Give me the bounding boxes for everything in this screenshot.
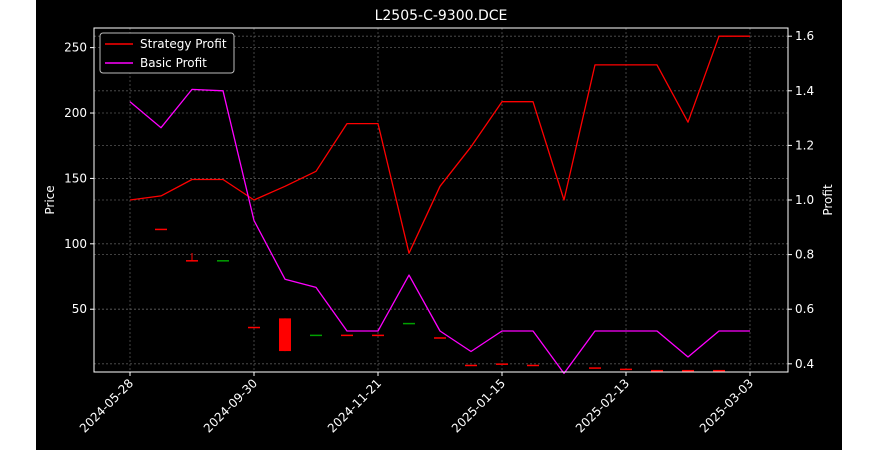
candle-body — [682, 369, 694, 372]
candle-body — [248, 326, 260, 329]
candle-body — [310, 334, 322, 337]
y-right-tick-label: 0.6 — [795, 302, 814, 316]
y-left-label: Price — [43, 185, 57, 214]
y-right-tick-label: 1.2 — [795, 138, 814, 152]
legend: Strategy Profit Basic Profit — [99, 32, 235, 74]
candle-body — [651, 369, 663, 372]
legend-label-basic: Basic Profit — [140, 56, 207, 70]
chart-title: L2505-C-9300.DCE — [375, 8, 508, 24]
legend-label-strategy: Strategy Profit — [140, 37, 227, 51]
x-tick-label: 2025-02-13 — [573, 376, 632, 435]
x-tick-label: 2024-05-28 — [77, 376, 136, 435]
y-left-tick-label: 50 — [72, 302, 87, 316]
legend-box — [99, 32, 235, 74]
candle-body — [155, 228, 167, 231]
y-right-label: Profit — [821, 184, 835, 216]
candle-body — [403, 322, 415, 325]
left-axis: 50 100 150 200 250 — [64, 41, 94, 316]
candle-body — [589, 367, 601, 369]
right-axis: 0.4 0.6 0.8 1.0 1.2 1.4 1.6 — [788, 29, 814, 371]
candle-body — [496, 363, 508, 365]
y-left-tick-label: 200 — [64, 106, 87, 120]
candlestick-series — [155, 228, 725, 372]
y-left-tick-label: 150 — [64, 171, 87, 185]
candle-body — [434, 337, 446, 339]
y-left-tick-label: 100 — [64, 237, 87, 251]
y-left-tick-label: 250 — [64, 41, 87, 55]
candle-body — [527, 364, 539, 367]
candle-body — [372, 334, 384, 337]
x-tick-label: 2024-09-30 — [201, 376, 260, 435]
x-tick-label: 2025-01-15 — [449, 376, 508, 435]
chart-figure: 50 100 150 200 250 0.4 0.6 0.8 1.0 1.2 1.4 1.6 202… — [36, 0, 842, 450]
y-right-tick-label: 0.8 — [795, 248, 814, 262]
y-right-tick-label: 1.0 — [795, 193, 814, 207]
grid-lines — [94, 28, 788, 372]
candle-body — [341, 334, 353, 337]
chart-svg: 50 100 150 200 250 0.4 0.6 0.8 1.0 1.2 1.4 1.6 202… — [43, 8, 835, 435]
candle-body — [713, 369, 725, 372]
y-right-tick-label: 1.4 — [795, 84, 814, 98]
candle-body — [217, 260, 229, 262]
y-right-tick-label: 0.4 — [795, 357, 814, 371]
line-series-basic-profit — [129, 88, 750, 375]
x-tick-label: 2025-03-03 — [697, 376, 756, 435]
x-axis: 2024-05-28 2024-09-30 2024-11-21 2025-01-15… — [77, 372, 756, 435]
y-right-tick-label: 1.6 — [795, 29, 814, 43]
line-series-strategy-profit — [129, 35, 750, 254]
x-tick-label: 2024-11-21 — [325, 376, 384, 435]
candle-body — [186, 260, 198, 262]
profit-lines — [129, 35, 750, 375]
candle-body — [279, 318, 291, 352]
candle-body — [620, 368, 632, 371]
candle-body — [465, 364, 477, 367]
